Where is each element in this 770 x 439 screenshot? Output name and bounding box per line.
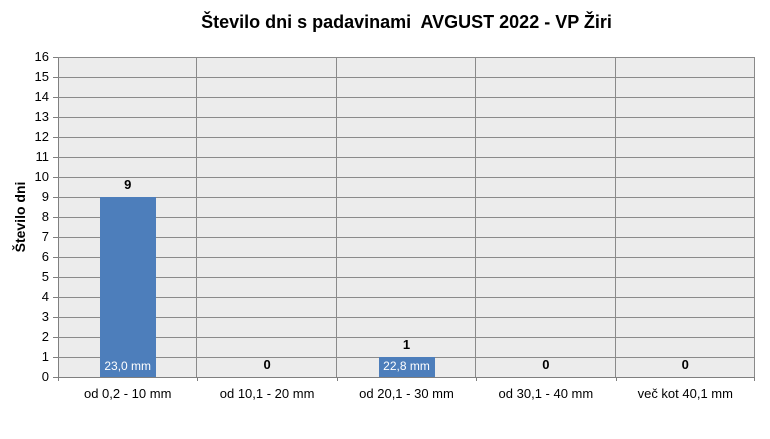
gridline-vertical bbox=[196, 57, 197, 377]
y-tick-label: 6 bbox=[41, 249, 49, 264]
gridline-horizontal bbox=[58, 177, 755, 178]
y-tick-mark bbox=[53, 77, 58, 78]
y-tick-mark bbox=[53, 357, 58, 358]
gridline-horizontal bbox=[58, 117, 755, 118]
y-tick-label: 14 bbox=[34, 89, 49, 104]
x-category-label: več kot 40,1 mm bbox=[637, 386, 733, 401]
bar-inside-label: 22,8 mm bbox=[383, 359, 430, 373]
gridline-horizontal bbox=[58, 97, 755, 98]
bar-0 bbox=[100, 197, 156, 377]
y-tick-label: 1 bbox=[41, 349, 49, 364]
gridline-horizontal bbox=[58, 337, 755, 338]
bar-value-label: 0 bbox=[263, 357, 271, 372]
x-category-label: od 20,1 - 30 mm bbox=[359, 386, 454, 401]
y-tick-label: 9 bbox=[41, 189, 49, 204]
y-tick-mark bbox=[53, 57, 58, 58]
y-tick-mark bbox=[53, 197, 58, 198]
x-axis-line bbox=[58, 377, 755, 378]
y-tick-mark bbox=[53, 237, 58, 238]
y-tick-label: 4 bbox=[41, 289, 49, 304]
y-tick-label: 5 bbox=[41, 269, 49, 284]
x-category-label: od 30,1 - 40 mm bbox=[498, 386, 594, 401]
gridline-vertical bbox=[336, 57, 337, 377]
y-tick-label: 7 bbox=[41, 229, 49, 244]
y-tick-label: 0 bbox=[41, 369, 49, 384]
gridline-horizontal bbox=[58, 137, 755, 138]
y-tick-mark bbox=[53, 97, 58, 98]
x-tick-mark bbox=[754, 377, 755, 381]
y-tick-mark bbox=[53, 217, 58, 218]
y-tick-mark bbox=[53, 317, 58, 318]
y-tick-label: 16 bbox=[34, 49, 49, 64]
y-tick-label: 12 bbox=[34, 129, 49, 144]
gridline-horizontal bbox=[58, 157, 755, 158]
bar-value-label: 0 bbox=[542, 357, 550, 372]
y-tick-label: 15 bbox=[34, 69, 49, 84]
gridline-horizontal bbox=[58, 57, 755, 58]
y-tick-mark bbox=[53, 157, 58, 158]
bar-2 bbox=[379, 357, 435, 377]
gridline-horizontal bbox=[58, 217, 755, 218]
gridline-horizontal bbox=[58, 297, 755, 298]
y-tick-mark bbox=[53, 297, 58, 298]
gridline-horizontal bbox=[58, 257, 755, 258]
x-tick-mark bbox=[616, 377, 617, 381]
x-category-label: od 10,1 - 20 mm bbox=[219, 386, 315, 401]
y-tick-mark bbox=[53, 337, 58, 338]
x-tick-mark bbox=[337, 377, 338, 381]
gridline-vertical bbox=[615, 57, 616, 377]
gridline-vertical bbox=[754, 57, 755, 377]
x-category-label: od 0,2 - 10 mm bbox=[83, 386, 172, 401]
y-tick-mark bbox=[53, 117, 58, 118]
x-tick-mark bbox=[197, 377, 198, 381]
y-tick-mark bbox=[53, 257, 58, 258]
gridline-horizontal bbox=[58, 277, 755, 278]
y-tick-mark bbox=[53, 277, 58, 278]
gridline-horizontal bbox=[58, 237, 755, 238]
y-tick-mark bbox=[53, 137, 58, 138]
y-tick-label: 13 bbox=[34, 109, 49, 124]
y-tick-label: 11 bbox=[35, 149, 50, 164]
bar-inside-label: 23,0 mm bbox=[104, 359, 152, 373]
bar-value-label: 1 bbox=[402, 337, 411, 352]
y-tick-label: 8 bbox=[41, 209, 49, 224]
gridline-horizontal bbox=[58, 317, 755, 318]
y-tick-mark bbox=[53, 177, 58, 178]
bar-value-label: 9 bbox=[124, 177, 132, 192]
y-tick-mark bbox=[53, 377, 58, 378]
gridline-horizontal bbox=[58, 197, 755, 198]
gridline-horizontal bbox=[58, 77, 755, 78]
gridline-vertical bbox=[475, 57, 476, 377]
bar-value-label: 0 bbox=[681, 357, 689, 372]
x-tick-mark bbox=[476, 377, 477, 381]
x-tick-mark bbox=[58, 377, 59, 381]
plot-area bbox=[58, 57, 755, 378]
y-tick-label: 10 bbox=[34, 169, 49, 184]
chart-title: Število dni s padavinami AVGUST 2022 - V… bbox=[201, 12, 612, 32]
y-tick-label: 3 bbox=[41, 309, 49, 324]
y-tick-label: 2 bbox=[41, 329, 49, 344]
